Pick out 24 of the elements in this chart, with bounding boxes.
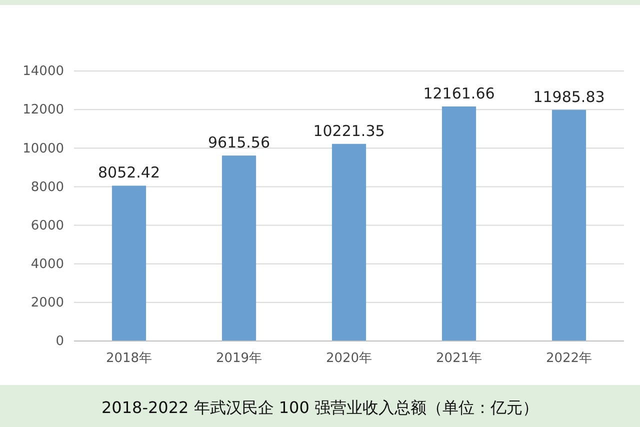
data-label: 10221.35 [313,122,385,140]
x-tick-label: 2021年 [436,351,482,366]
bar [552,110,586,341]
y-tick-label: 0 [56,334,64,350]
x-tick-label: 2019年 [216,351,262,366]
bar [332,144,366,341]
y-tick-label: 6000 [30,218,64,234]
data-label: 8052.42 [98,164,160,182]
x-tick-label: 2020年 [326,351,372,366]
y-tick-label: 2000 [30,296,64,311]
text: 2018-2022 年武汉民企 100 强营业收入总额（单位：亿元） [101,398,539,417]
data-label: 9615.56 [208,134,270,152]
data-label: 12161.66 [423,84,495,102]
x-tick-label: 2018年 [106,351,152,366]
x-tick-label: 2022年 [546,351,592,366]
data-label: 11985.83 [533,88,605,106]
bar [112,186,146,341]
bar [442,106,476,341]
y-tick-label: 10000 [22,141,64,156]
y-tick-label: 8000 [30,180,64,195]
y-tick-label: 12000 [22,102,64,118]
y-tick-label: 4000 [30,257,64,272]
bar [222,156,256,341]
y-tick-label: 14000 [22,64,64,80]
